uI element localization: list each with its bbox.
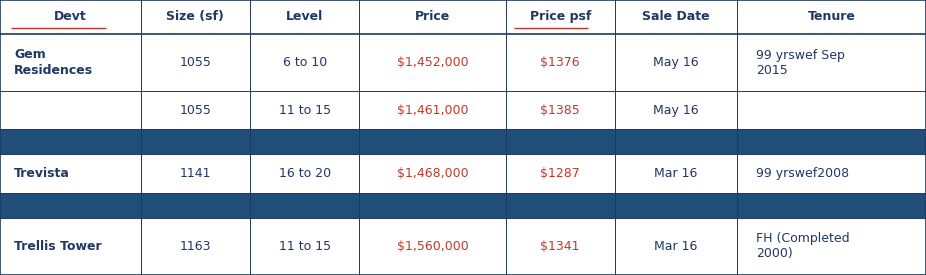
- Text: Size (sf): Size (sf): [167, 10, 224, 23]
- Text: Gem
Residences: Gem Residences: [14, 48, 94, 76]
- Text: May 16: May 16: [653, 56, 699, 69]
- Text: $1376: $1376: [541, 56, 580, 69]
- Text: Trevista: Trevista: [14, 167, 70, 180]
- Bar: [0, 193, 926, 218]
- Bar: [0, 34, 926, 91]
- Text: 11 to 15: 11 to 15: [279, 240, 331, 253]
- Bar: [0, 91, 926, 130]
- Bar: [0, 154, 926, 193]
- Text: $1,560,000: $1,560,000: [396, 240, 469, 253]
- Text: Devt: Devt: [54, 10, 87, 23]
- Bar: [0, 0, 926, 34]
- Bar: [0, 218, 926, 275]
- Text: 1141: 1141: [180, 167, 211, 180]
- Text: 1055: 1055: [180, 104, 211, 117]
- Bar: [0, 130, 926, 154]
- Text: Trellis Tower: Trellis Tower: [14, 240, 102, 253]
- Text: 16 to 20: 16 to 20: [279, 167, 331, 180]
- Text: $1,452,000: $1,452,000: [396, 56, 469, 69]
- Text: Price psf: Price psf: [530, 10, 591, 23]
- Text: 11 to 15: 11 to 15: [279, 104, 331, 117]
- Text: $1385: $1385: [541, 104, 580, 117]
- Text: $1,461,000: $1,461,000: [396, 104, 469, 117]
- Text: Mar 16: Mar 16: [655, 167, 697, 180]
- Text: 1055: 1055: [180, 56, 211, 69]
- Text: 99 yrswef Sep
2015: 99 yrswef Sep 2015: [756, 48, 845, 76]
- Text: $1341: $1341: [541, 240, 580, 253]
- Text: 99 yrswef2008: 99 yrswef2008: [756, 167, 849, 180]
- Text: Sale Date: Sale Date: [642, 10, 710, 23]
- Text: Mar 16: Mar 16: [655, 240, 697, 253]
- Text: $1,468,000: $1,468,000: [396, 167, 469, 180]
- Text: Price: Price: [415, 10, 450, 23]
- Text: FH (Completed
2000): FH (Completed 2000): [756, 232, 850, 260]
- Text: 6 to 10: 6 to 10: [282, 56, 327, 69]
- Text: Tenure: Tenure: [807, 10, 856, 23]
- Text: $1287: $1287: [541, 167, 580, 180]
- Text: May 16: May 16: [653, 104, 699, 117]
- Text: 1163: 1163: [180, 240, 211, 253]
- Text: Level: Level: [286, 10, 323, 23]
